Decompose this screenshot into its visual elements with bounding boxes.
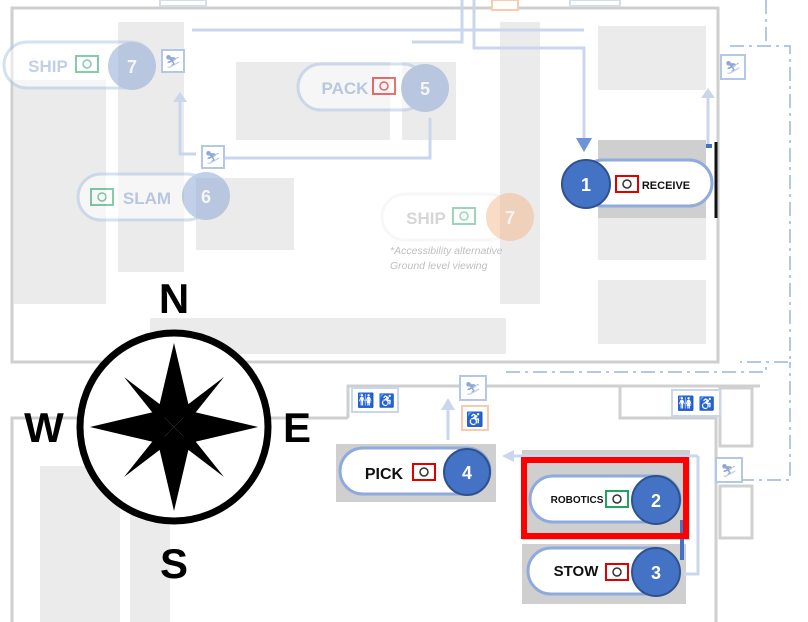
station-number: 6: [201, 187, 211, 207]
camera-icon: [615, 175, 639, 193]
station-label: SHIP: [28, 57, 68, 76]
svg-text:♿: ♿: [466, 411, 483, 428]
stairs-icon: ⛷: [720, 54, 746, 80]
station-number: 2: [651, 491, 661, 511]
station-number: 1: [581, 175, 591, 195]
stairs-icon: ⛷: [161, 49, 185, 73]
svg-text:⛷: ⛷: [465, 381, 482, 396]
camera-icon: [412, 463, 436, 481]
station-number: 4: [462, 463, 472, 483]
stairs-icon: [491, 0, 519, 11]
station-label: RECEIVE: [642, 180, 690, 192]
svg-text:⛷: ⛷: [165, 54, 182, 69]
svg-text:⛷: ⛷: [721, 463, 738, 478]
stairs-icon: ⛷: [715, 457, 743, 483]
wheelchair-icon: ♿: [461, 405, 489, 431]
site-boundary: [506, 0, 791, 481]
highlight-box: [521, 457, 689, 539]
station-number: 7: [127, 57, 137, 77]
camera-icon: [605, 563, 629, 581]
camera-icon: [605, 490, 629, 508]
accessibility-note-line1: *Accessibility alternative: [390, 245, 503, 257]
station-number: 5: [420, 79, 430, 99]
station-label: PICK: [365, 466, 404, 483]
station-number: 3: [651, 563, 661, 583]
station-label: PACK: [322, 79, 370, 98]
station-pack[interactable]: PACK 5: [296, 62, 449, 112]
station-label: ROBOTICS: [551, 495, 604, 506]
compass-e: E: [283, 404, 311, 451]
camera-icon: [372, 77, 396, 95]
station-stow[interactable]: STOW 3: [526, 546, 681, 597]
station-ship-upper[interactable]: SHIP 7: [2, 40, 156, 90]
camera-icon: [452, 207, 476, 225]
svg-text:♿: ♿: [699, 396, 715, 411]
stairs-icon: ⛷: [201, 145, 225, 169]
compass-s: S: [160, 540, 188, 587]
svg-text:⛷: ⛷: [725, 60, 742, 75]
svg-text:🚻: 🚻: [357, 392, 374, 409]
station-number: 7: [505, 208, 515, 228]
station-label: SLAM: [123, 189, 171, 208]
camera-icon: [90, 188, 114, 206]
stairs-icon: ⛷: [459, 375, 487, 401]
compass-rose-icon: N S W E: [24, 275, 311, 587]
restroom-icon: 🚻 ♿: [351, 387, 399, 413]
svg-text:♿: ♿: [379, 393, 395, 408]
station-pick[interactable]: PICK 4: [338, 446, 492, 496]
station-label: STOW: [554, 563, 600, 580]
accessibility-note-line2: Ground level viewing: [390, 260, 488, 272]
station-slam[interactable]: SLAM 6: [76, 172, 230, 222]
compass-w: W: [24, 404, 64, 451]
svg-text:⛷: ⛷: [205, 150, 222, 165]
compass-n: N: [159, 275, 189, 322]
station-ship-alt[interactable]: SHIP 7: [380, 192, 534, 242]
restroom-icon: 🚻 ♿: [671, 389, 721, 417]
camera-icon: [75, 55, 99, 73]
station-robotics[interactable]: ROBOTICS 2: [521, 457, 689, 539]
station-receive[interactable]: 1 RECEIVE: [561, 140, 714, 218]
svg-text:🚻: 🚻: [677, 395, 694, 412]
station-label: SHIP: [406, 209, 446, 228]
